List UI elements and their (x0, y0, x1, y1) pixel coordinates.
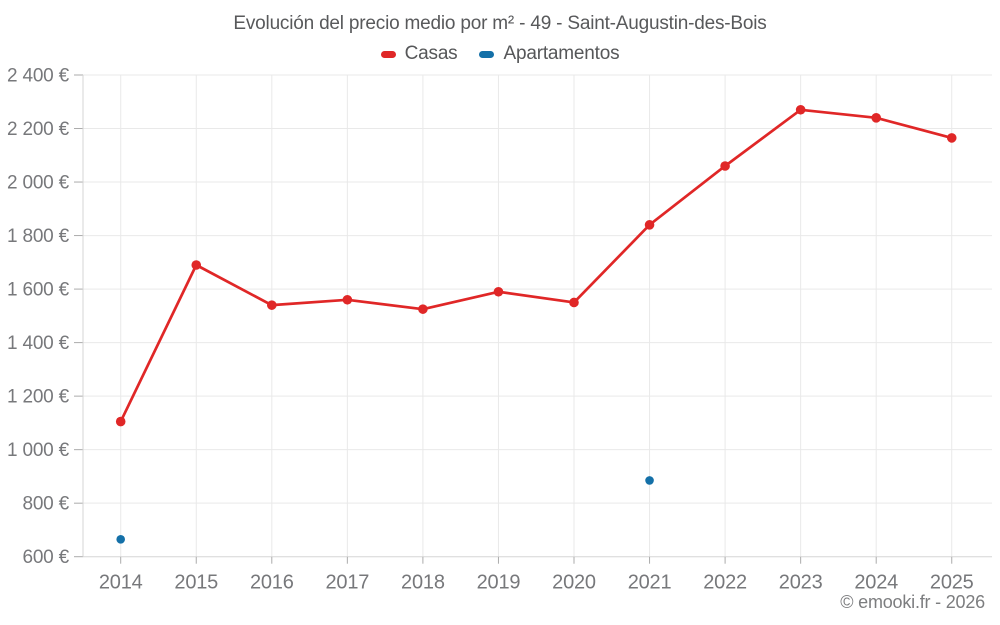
svg-text:2017: 2017 (325, 572, 369, 594)
svg-text:2 000 €: 2 000 € (7, 173, 70, 194)
chart-legend: Casas Apartamentos (0, 43, 1000, 65)
svg-text:2021: 2021 (628, 572, 672, 594)
chart-title: Evolución del precio medio por m² - 49 -… (233, 13, 767, 34)
legend-item-casas[interactable]: Casas (380, 43, 458, 65)
apartamentos-swatch-icon (479, 50, 495, 58)
svg-text:2023: 2023 (779, 572, 823, 594)
legend-label-casas: Casas (404, 43, 458, 64)
casas-swatch-icon (380, 50, 396, 58)
svg-text:1 600 €: 1 600 € (7, 280, 70, 301)
copyright-credit: © emooki.fr - 2026 (840, 592, 985, 612)
svg-text:2020: 2020 (552, 572, 596, 594)
svg-text:2 200 €: 2 200 € (7, 119, 70, 140)
svg-text:2016: 2016 (250, 572, 294, 594)
svg-text:1 000 €: 1 000 € (7, 440, 70, 461)
svg-text:2 400 €: 2 400 € (7, 66, 70, 87)
svg-text:1 400 €: 1 400 € (7, 333, 70, 354)
svg-text:2019: 2019 (477, 572, 521, 594)
svg-text:2018: 2018 (401, 572, 445, 594)
legend-label-apartamentos: Apartamentos (503, 43, 620, 64)
svg-text:2025: 2025 (930, 572, 974, 594)
svg-text:2014: 2014 (99, 572, 143, 594)
svg-text:1 200 €: 1 200 € (7, 387, 70, 408)
svg-text:2024: 2024 (854, 572, 898, 594)
legend-item-apartamentos[interactable]: Apartamentos (479, 43, 620, 65)
svg-text:2022: 2022 (703, 572, 747, 594)
svg-text:800 €: 800 € (22, 494, 69, 515)
svg-text:2015: 2015 (174, 572, 218, 594)
svg-text:600 €: 600 € (22, 547, 69, 568)
svg-text:1 800 €: 1 800 € (7, 226, 70, 247)
